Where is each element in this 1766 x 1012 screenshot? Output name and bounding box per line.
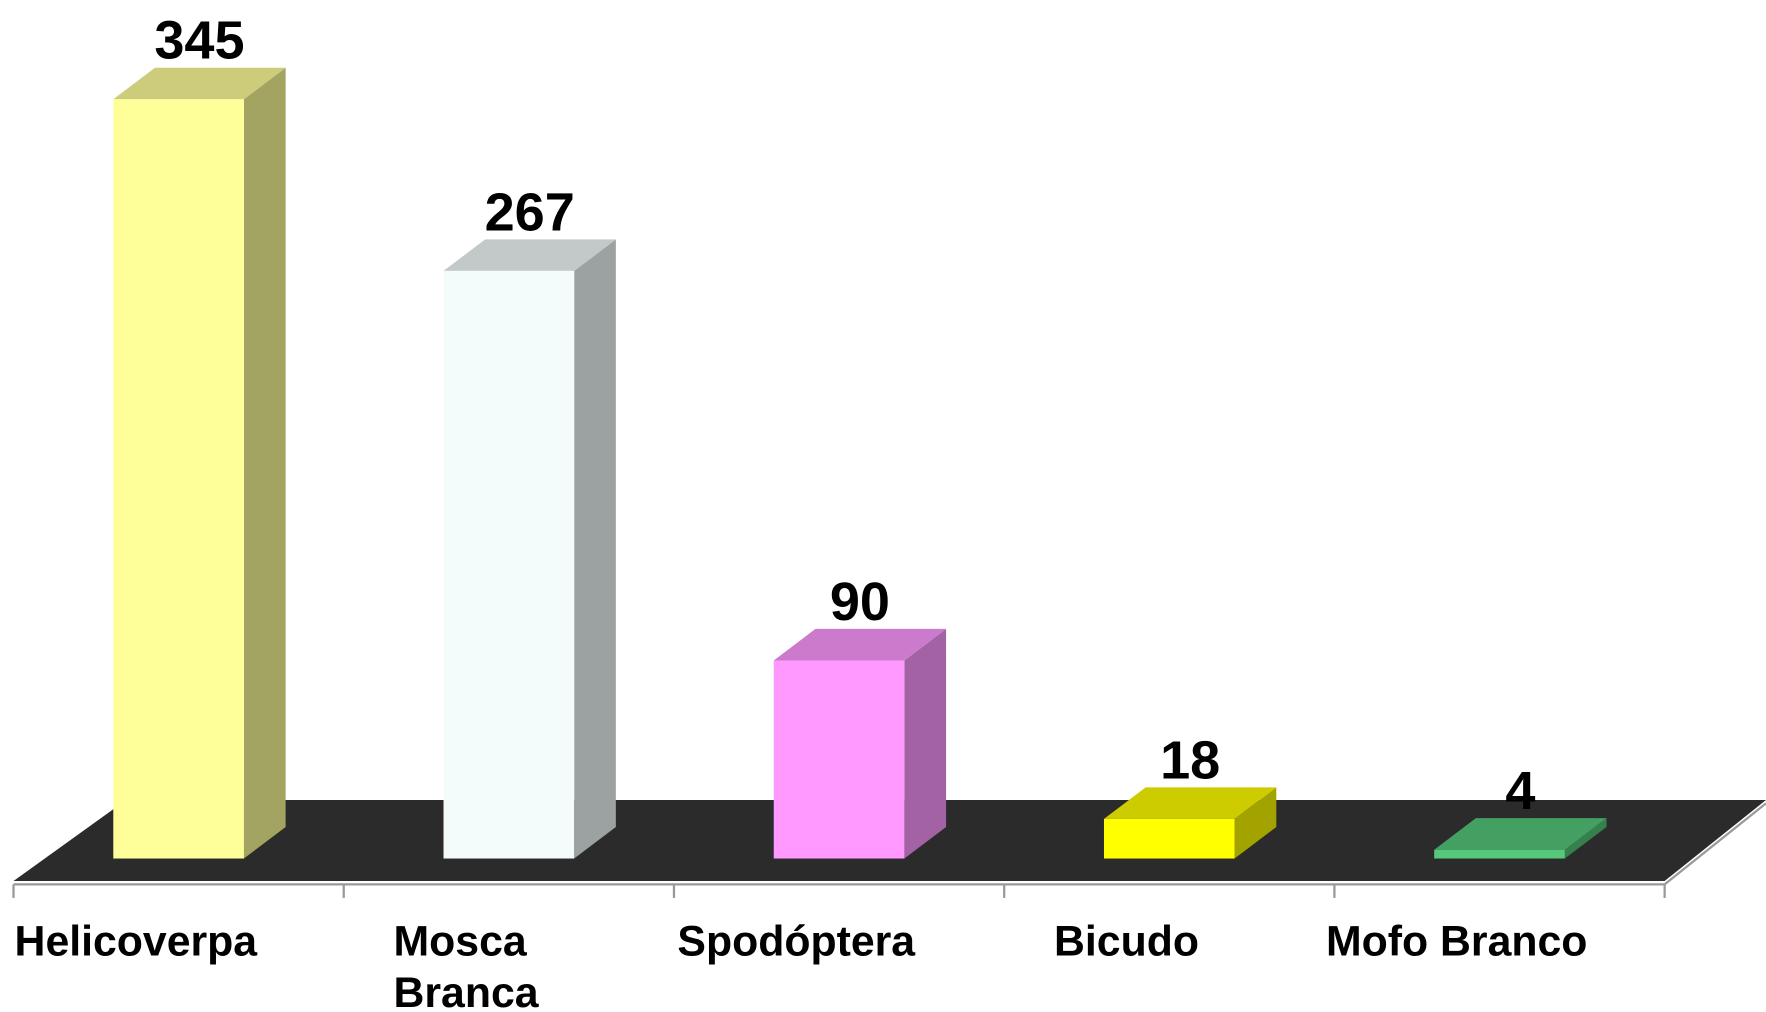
value-label: 345: [154, 11, 244, 71]
bar-side: [904, 628, 947, 859]
value-label: 4: [1505, 761, 1535, 821]
x-tick-label: Helicoverpa: [15, 917, 259, 965]
bar-top: [1434, 818, 1607, 850]
bar: [443, 270, 575, 859]
bar-side: [1234, 787, 1277, 859]
bar-side: [1564, 818, 1607, 859]
axis-depth: [1663, 802, 1766, 886]
bar-top: [113, 67, 286, 100]
bar-top: [1103, 787, 1277, 819]
x-tick-label: Mofo Branco: [1326, 917, 1587, 965]
x-tick-label: Spodóptera: [677, 917, 916, 965]
bar: [113, 99, 244, 859]
bar-side: [243, 67, 286, 859]
x-tick-label: Bicudo: [1054, 917, 1199, 965]
bar: [773, 660, 905, 859]
x-tick-label: Mosca Branca: [394, 917, 540, 1012]
value-label: 90: [830, 572, 890, 632]
value-label: 267: [485, 182, 575, 242]
bar-top: [443, 239, 616, 271]
bar-side: [574, 239, 616, 859]
value-label: 18: [1160, 730, 1220, 790]
bar-top: [773, 628, 947, 661]
bar: [1103, 818, 1235, 859]
bar: [1434, 849, 1565, 859]
